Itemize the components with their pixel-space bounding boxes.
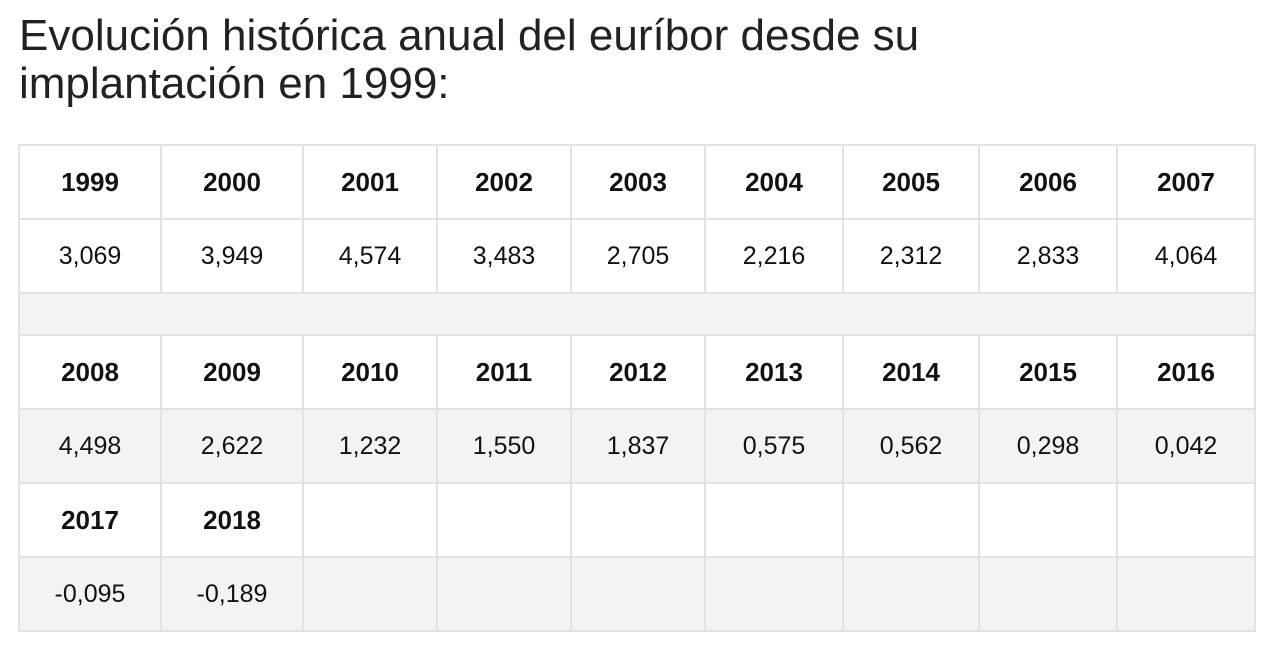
empty-cell bbox=[842, 482, 980, 558]
year-row: 1999 2000 2001 2002 2003 2004 2005 2006 2007 bbox=[18, 144, 1256, 220]
year-cell: 2008 bbox=[18, 334, 162, 410]
empty-cell bbox=[1116, 482, 1256, 558]
year-cell: 2013 bbox=[704, 334, 844, 410]
year-cell: 2015 bbox=[978, 334, 1118, 410]
value-cell: 0,575 bbox=[704, 408, 844, 484]
year-cell: 2014 bbox=[842, 334, 980, 410]
empty-cell bbox=[570, 482, 706, 558]
value-cell: 2,705 bbox=[570, 218, 706, 294]
year-row: 2017 2018 bbox=[18, 482, 1256, 558]
year-cell: 2007 bbox=[1116, 144, 1256, 220]
value-cell: -0,189 bbox=[160, 556, 304, 632]
year-cell: 2000 bbox=[160, 144, 304, 220]
empty-cell bbox=[1116, 556, 1256, 632]
value-cell: 4,574 bbox=[302, 218, 438, 294]
year-cell: 2001 bbox=[302, 144, 438, 220]
value-cell: 1,837 bbox=[570, 408, 706, 484]
empty-cell bbox=[704, 556, 844, 632]
year-cell: 2006 bbox=[978, 144, 1118, 220]
value-cell: 2,216 bbox=[704, 218, 844, 294]
year-cell: 2010 bbox=[302, 334, 438, 410]
empty-cell bbox=[704, 482, 844, 558]
empty-cell bbox=[436, 556, 572, 632]
year-cell: 2005 bbox=[842, 144, 980, 220]
year-cell: 2016 bbox=[1116, 334, 1256, 410]
value-cell: 1,550 bbox=[436, 408, 572, 484]
title: Evolución histórica anual del euríbor de… bbox=[19, 11, 920, 108]
year-cell: 2002 bbox=[436, 144, 572, 220]
empty-cell bbox=[302, 482, 438, 558]
year-cell: 2011 bbox=[436, 334, 572, 410]
table-body: 1999 2000 2001 2002 2003 2004 2005 2006 2007 3,06… bbox=[18, 144, 1256, 632]
value-cell: 4,498 bbox=[18, 408, 162, 484]
value-cell: 2,833 bbox=[978, 218, 1118, 294]
year-cell: 2012 bbox=[570, 334, 706, 410]
spacer-row bbox=[18, 292, 1256, 336]
value-cell: 3,949 bbox=[160, 218, 304, 294]
year-cell: 1999 bbox=[18, 144, 162, 220]
value-cell: 0,042 bbox=[1116, 408, 1256, 484]
value-cell: -0,095 bbox=[18, 556, 162, 632]
year-cell: 2009 bbox=[160, 334, 304, 410]
empty-cell bbox=[302, 556, 438, 632]
year-cell: 2018 bbox=[160, 482, 304, 558]
value-cell: 4,064 bbox=[1116, 218, 1256, 294]
spacer-cell bbox=[18, 292, 1256, 336]
value-cell: 3,069 bbox=[18, 218, 162, 294]
euribor-table: 1999 2000 2001 2002 2003 2004 2005 2006 2007 3,06… bbox=[18, 144, 1256, 632]
year-cell: 2017 bbox=[18, 482, 162, 558]
value-cell: 2,312 bbox=[842, 218, 980, 294]
value-cell: 3,483 bbox=[436, 218, 572, 294]
empty-cell bbox=[842, 556, 980, 632]
empty-cell bbox=[436, 482, 572, 558]
year-row: 2008 2009 2010 2011 2012 2013 2014 2015 2016 bbox=[18, 334, 1256, 410]
value-cell: 0,562 bbox=[842, 408, 980, 484]
empty-cell bbox=[978, 556, 1118, 632]
year-cell: 2003 bbox=[570, 144, 706, 220]
empty-cell bbox=[978, 482, 1118, 558]
year-cell: 2004 bbox=[704, 144, 844, 220]
value-row: 3,069 3,949 4,574 3,483 2,705 2,216 2,312 2,833… bbox=[18, 218, 1256, 294]
value-row: 4,498 2,622 1,232 1,550 1,837 0,575 0,562 0,298… bbox=[18, 408, 1256, 484]
value-cell: 2,622 bbox=[160, 408, 304, 484]
empty-cell bbox=[570, 556, 706, 632]
value-cell: 0,298 bbox=[978, 408, 1118, 484]
value-row: -0,095 -0,189 bbox=[18, 556, 1256, 632]
value-cell: 1,232 bbox=[302, 408, 438, 484]
